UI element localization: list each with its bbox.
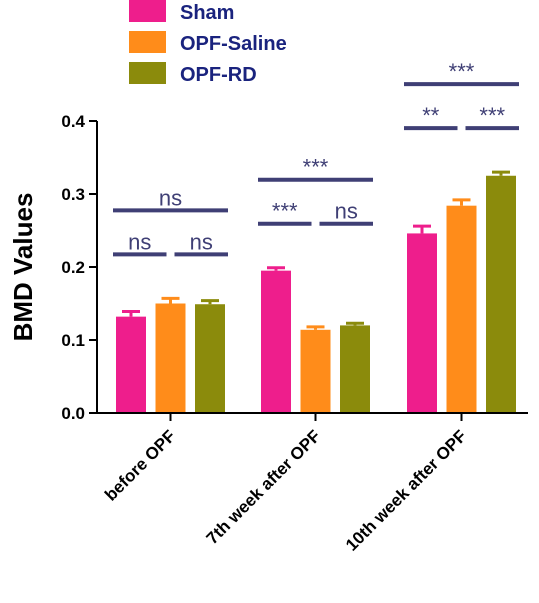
- sig-label-4: ***: [272, 199, 298, 224]
- sig-label-7: **: [422, 103, 440, 128]
- y-tick-label-1: 0.1: [61, 331, 85, 350]
- y-tick-label-3: 0.3: [61, 185, 85, 204]
- x-tick-label-1: 7th week after OPF: [203, 426, 325, 548]
- legend-label-1: OPF-Saline: [180, 33, 287, 55]
- bar-1-1: [300, 329, 331, 413]
- sig-label-3: ***: [303, 155, 329, 180]
- x-axis: before OPF 7th week after OPF 10th week af…: [97, 412, 528, 555]
- bar-0-1: [155, 303, 186, 413]
- bars: [116, 170, 516, 413]
- bar-2-2: [486, 175, 516, 413]
- sig-label-1: ns: [128, 229, 151, 254]
- sig-label-8: ***: [479, 103, 505, 128]
- sig-label-0: ns: [159, 185, 182, 210]
- legend-swatch-2: [129, 62, 166, 84]
- bar-0-0: [116, 316, 146, 413]
- bar-1-2: [340, 325, 370, 413]
- sig-label-5: ns: [335, 199, 358, 224]
- sig-label-6: ***: [449, 59, 475, 84]
- y-axis-label: BMD Values: [8, 193, 38, 342]
- legend-label-2: OPF-RD: [180, 64, 257, 86]
- bar-0-2: [195, 304, 225, 413]
- x-tick-label-2: 10th week after OPF: [342, 426, 470, 554]
- y-axis: 0.0 0.1 0.2 0.3 0.4: [61, 112, 98, 423]
- bar-1-0: [261, 270, 291, 413]
- legend-swatch-1: [129, 31, 166, 53]
- y-tick-label-0: 0.0: [61, 404, 85, 423]
- sig-label-2: ns: [190, 229, 213, 254]
- legend: Sham OPF-Saline OPF-RD: [129, 0, 287, 86]
- bar-2-0: [407, 233, 437, 413]
- bar-2-1: [446, 205, 477, 413]
- x-tick-label-0: before OPF: [101, 426, 179, 504]
- y-tick-label-2: 0.2: [61, 258, 85, 277]
- legend-swatch-0: [129, 0, 166, 22]
- y-tick-label-4: 0.4: [61, 112, 85, 131]
- legend-label-0: Sham: [180, 2, 234, 24]
